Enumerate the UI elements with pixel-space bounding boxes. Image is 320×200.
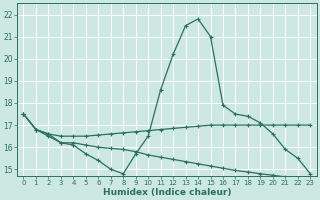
X-axis label: Humidex (Indice chaleur): Humidex (Indice chaleur) — [103, 188, 231, 197]
